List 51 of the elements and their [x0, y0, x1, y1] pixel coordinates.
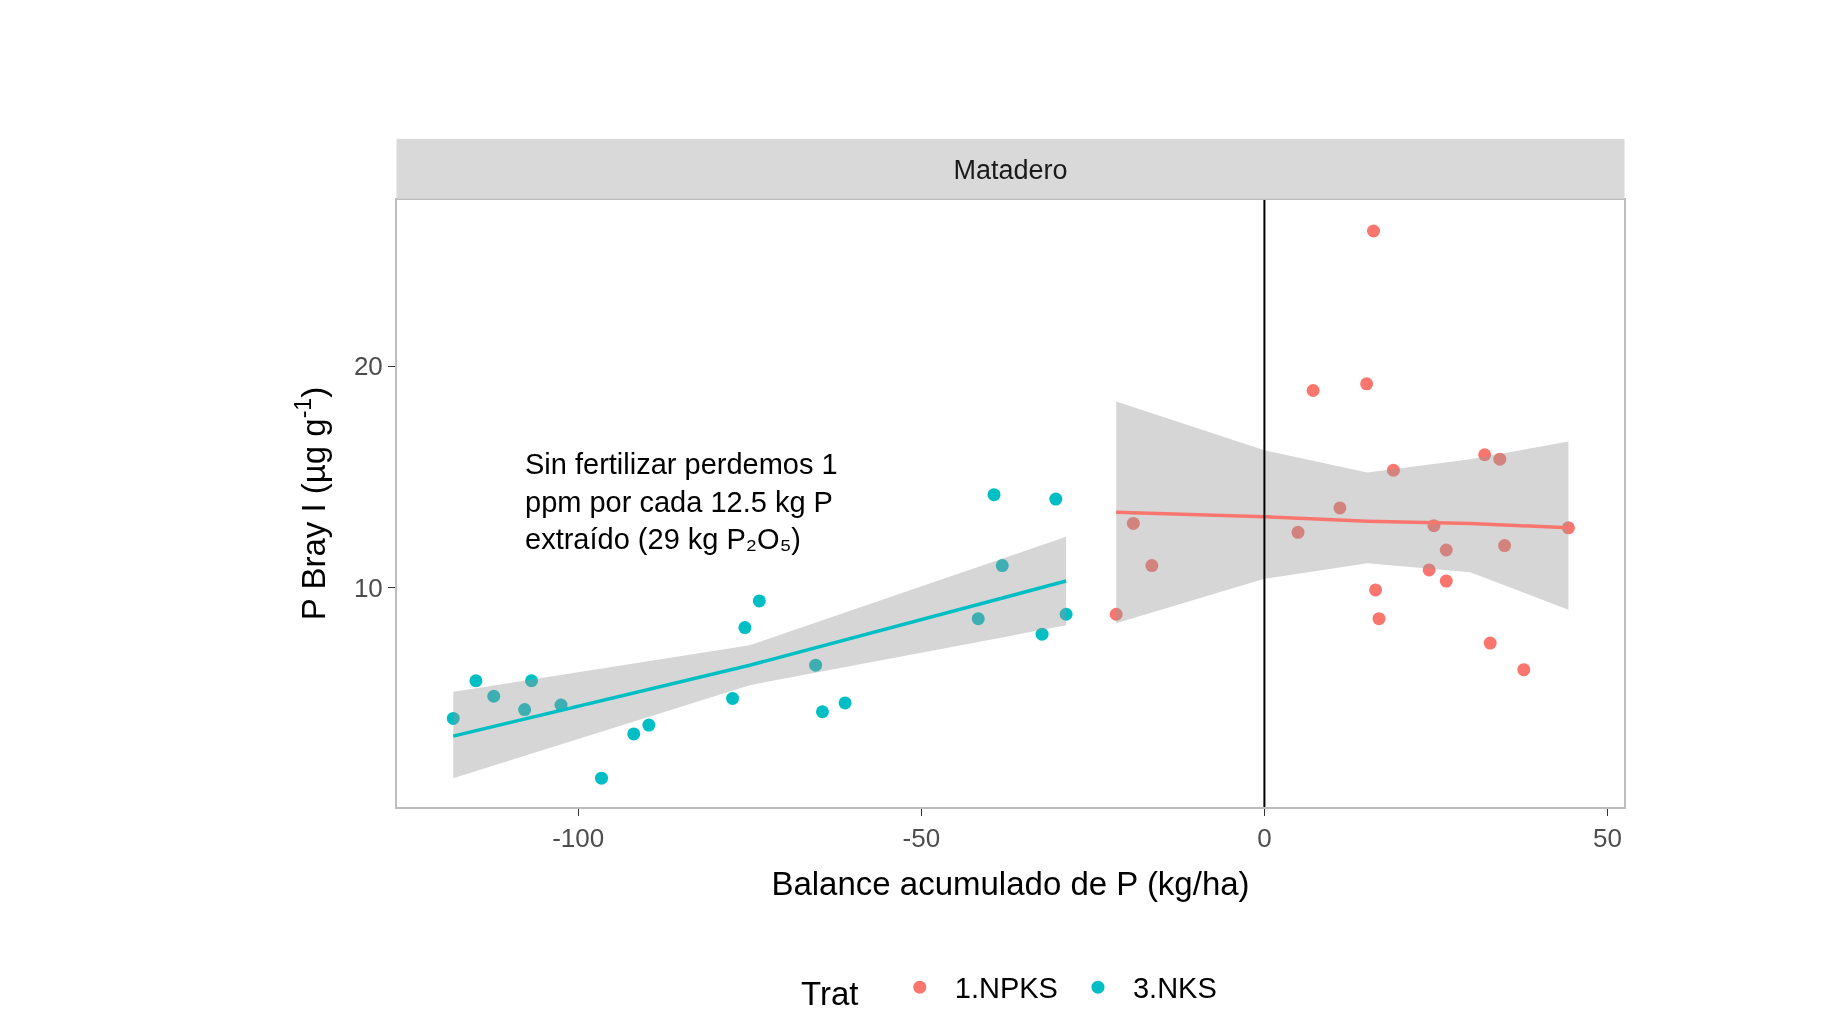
point [1333, 501, 1347, 515]
point [1049, 492, 1063, 506]
point [518, 703, 532, 717]
point [738, 621, 752, 635]
y-tick-label: 20 [353, 351, 383, 382]
point [1109, 607, 1123, 621]
legend-label: 1.NPKS [954, 972, 1058, 1005]
point [1372, 612, 1386, 626]
point [1439, 543, 1453, 557]
point [1126, 516, 1140, 530]
point [525, 674, 538, 688]
point [1478, 448, 1492, 462]
point [726, 691, 740, 705]
point [971, 612, 985, 626]
point [1493, 452, 1507, 466]
y-tick-label: 10 [353, 572, 383, 603]
point [469, 674, 483, 688]
point [809, 658, 823, 672]
point [1517, 663, 1531, 677]
point [1498, 539, 1512, 553]
point [1059, 607, 1073, 621]
point [1035, 627, 1049, 641]
point [1145, 559, 1159, 573]
x-tick-label: -100 [552, 823, 605, 854]
legend-label: 3.NKS [1132, 972, 1217, 1005]
x-tick-label: 50 [1593, 823, 1622, 854]
point [1369, 583, 1383, 597]
point [1483, 636, 1497, 650]
point [627, 727, 641, 741]
point [752, 594, 766, 608]
point [1422, 563, 1436, 577]
x-axis-title: Balance acumulado de P (kg/ha) [771, 865, 1250, 903]
point [1306, 384, 1320, 398]
point [838, 696, 852, 710]
point [487, 689, 501, 703]
point [1386, 463, 1400, 477]
point [1360, 377, 1374, 391]
point [1439, 574, 1453, 588]
x-tick-label: 0 [1257, 823, 1272, 854]
point [1291, 525, 1305, 539]
point [642, 718, 656, 732]
point [1367, 224, 1381, 238]
point [446, 711, 460, 725]
chart-title: Matadero [953, 155, 1068, 186]
point [995, 559, 1009, 573]
point [595, 771, 608, 785]
annotation: Sin fertilizar perdemos 1 ppm por cada 12.5 kg P extraído (29 kg P₂O₅) [525, 448, 838, 556]
legend-title: Trat [801, 974, 877, 1012]
x-tick-label: -50 [902, 823, 941, 854]
point [815, 705, 829, 719]
point [987, 488, 1001, 502]
